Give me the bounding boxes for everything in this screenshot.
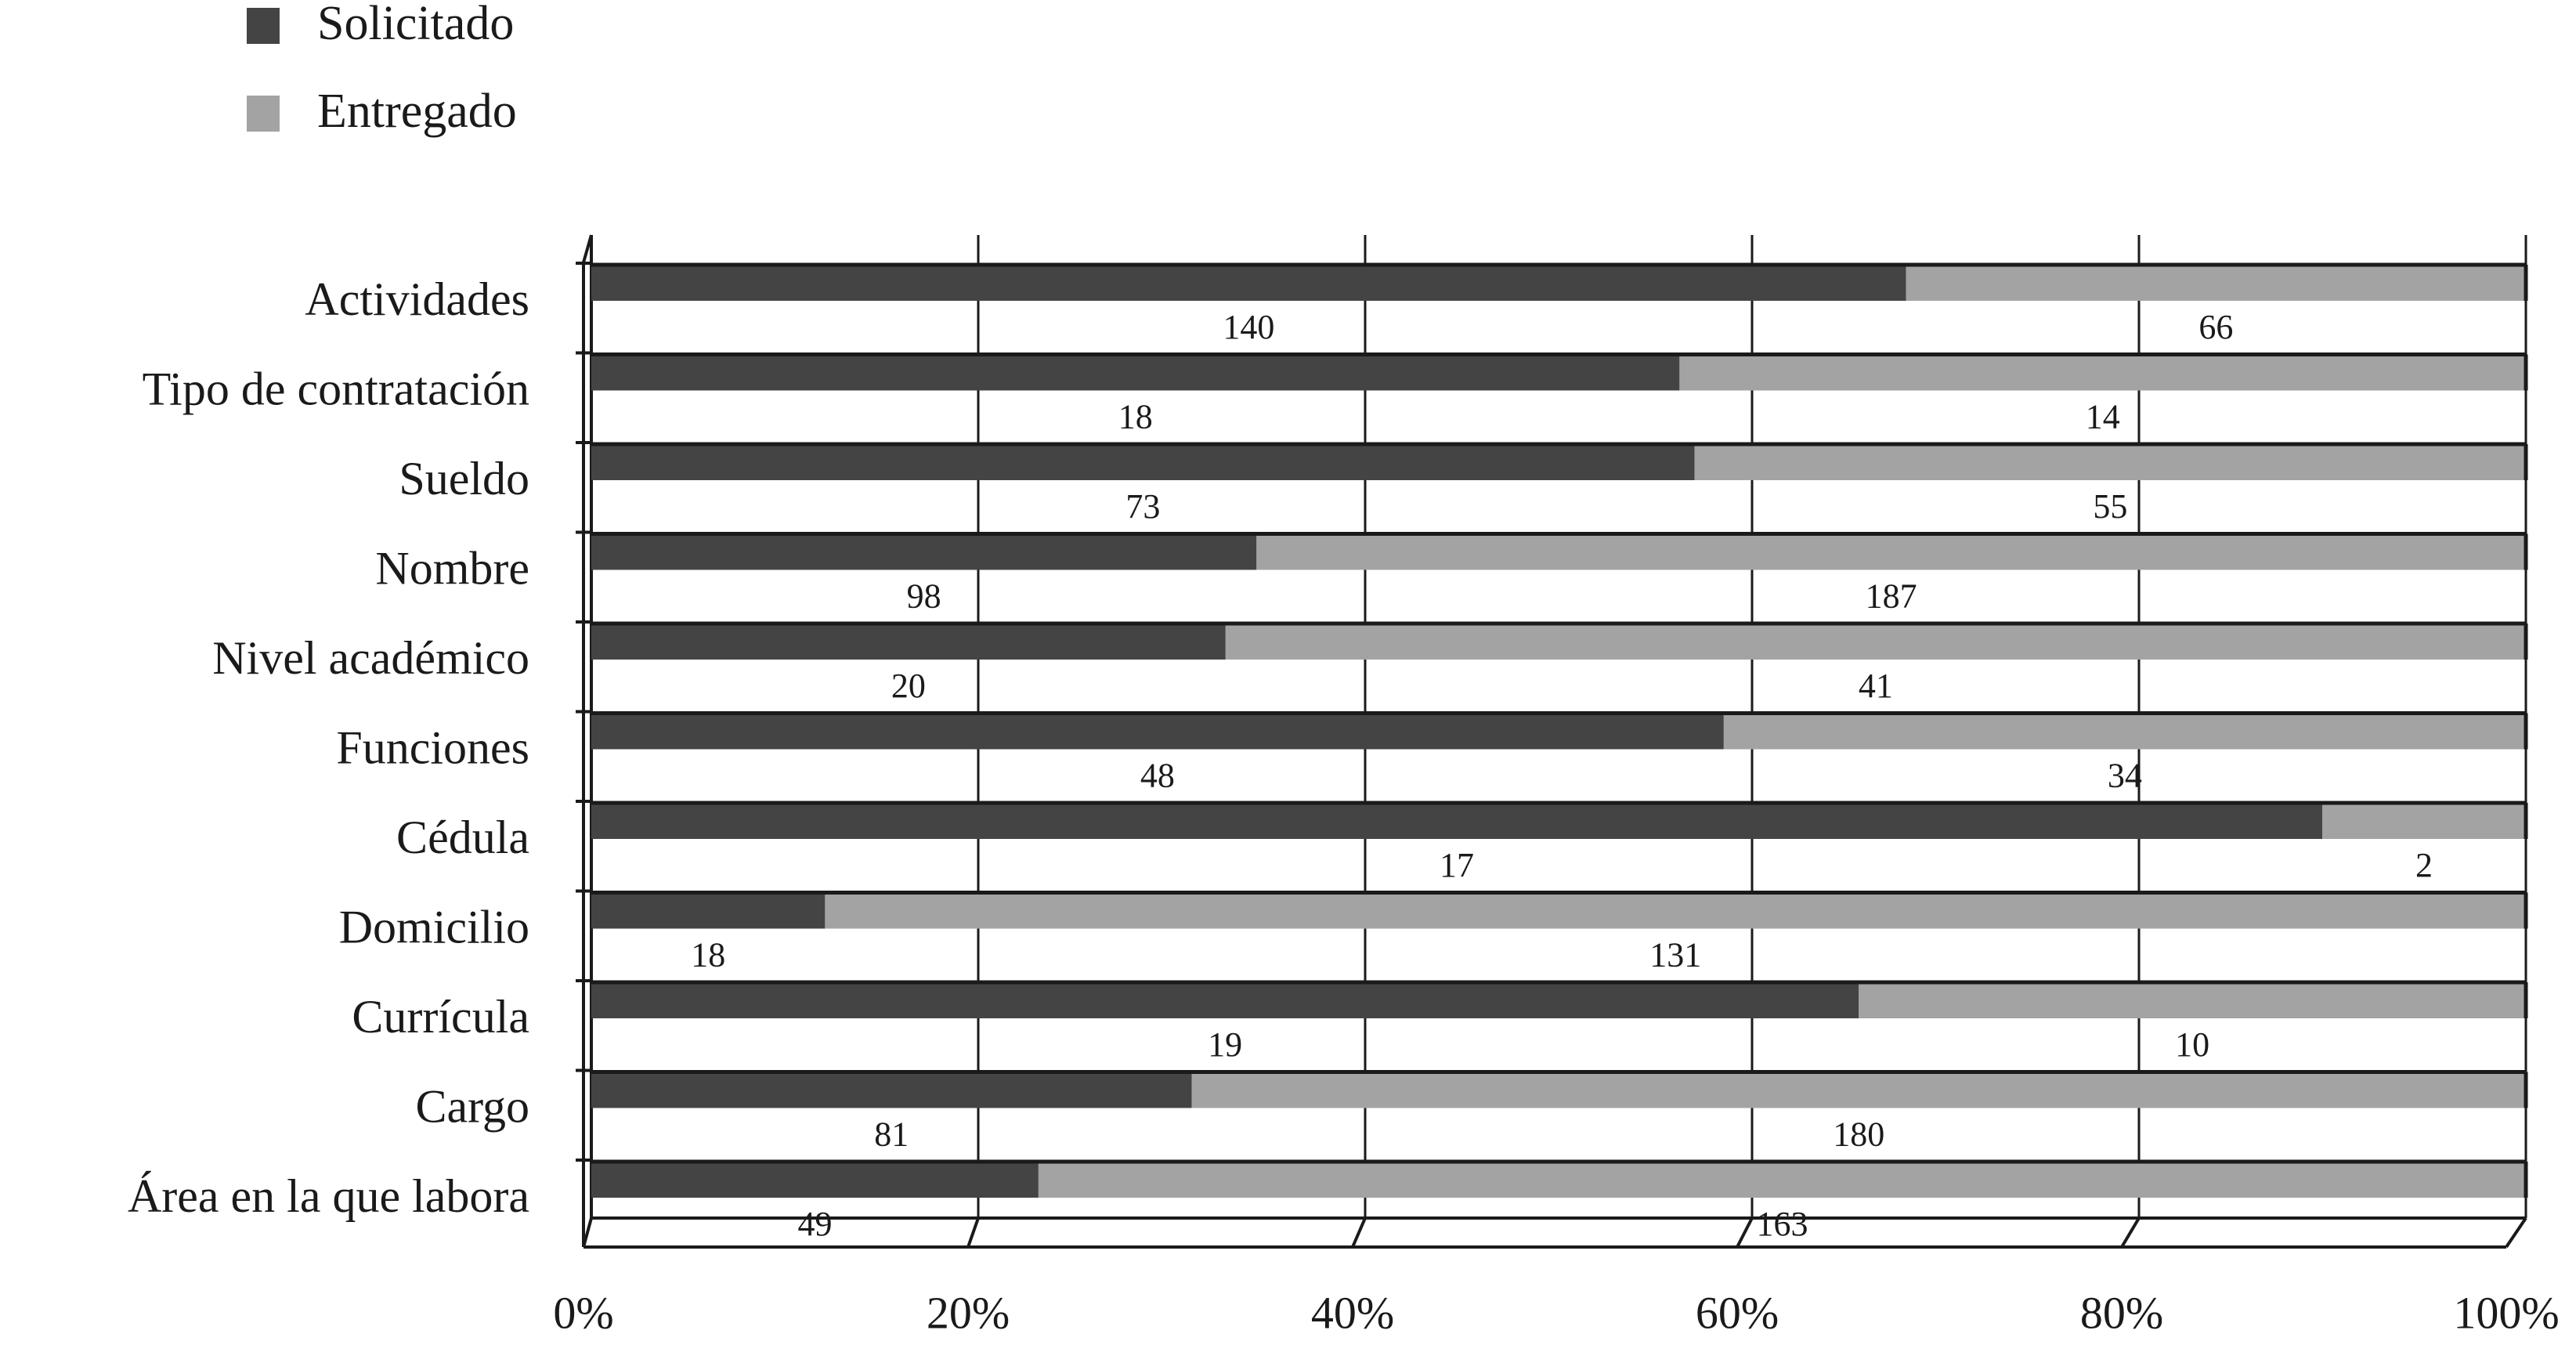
data-label: 49 <box>797 1205 832 1243</box>
data-label: 66 <box>2198 308 2233 346</box>
legend-label: Solicitado <box>317 0 514 50</box>
bar-segment <box>1225 624 2526 660</box>
tick-mark <box>2505 1216 2527 1249</box>
bar-segment <box>1859 982 2526 1018</box>
bar-segment <box>591 533 1257 570</box>
y-tick-label: Actividades <box>305 273 529 325</box>
bar-segment <box>591 624 1226 660</box>
bar-segment <box>1191 1072 2526 1108</box>
y-tick-label: Cédula <box>396 812 529 863</box>
legend-swatch <box>247 96 280 132</box>
bar-segment <box>2322 803 2526 839</box>
y-tick-label: Cargo <box>415 1080 529 1132</box>
y-tick-label: Área en la que labora <box>128 1170 529 1222</box>
data-label: 55 <box>2093 487 2127 526</box>
bar-segment <box>591 444 1695 480</box>
bar-segment <box>591 713 1724 750</box>
x-tick-label: 0% <box>553 1287 613 1338</box>
bar-segment <box>591 1162 1039 1198</box>
data-label: 98 <box>907 577 941 616</box>
bar-segment <box>591 354 1680 391</box>
data-label: 34 <box>2108 757 2142 795</box>
x-tick-label: 80% <box>2080 1287 2163 1338</box>
data-label: 19 <box>1208 1025 1242 1064</box>
tick-mark <box>1351 1217 1367 1248</box>
bar-segment <box>1906 265 2526 301</box>
bar-segment <box>591 803 2322 839</box>
bar-segment <box>1256 533 2526 570</box>
bar-segment <box>1038 1162 2526 1198</box>
bar-segment <box>591 982 1859 1018</box>
legend-label: Entregado <box>317 85 517 138</box>
data-label: 17 <box>1440 846 1474 884</box>
x-tick-label: 100% <box>2453 1287 2559 1338</box>
y-tick-label: Nombre <box>375 542 529 594</box>
data-label: 48 <box>1140 757 1175 795</box>
data-label: 2 <box>2415 846 2433 884</box>
data-label: 14 <box>2086 398 2120 436</box>
bar-segment <box>591 892 826 929</box>
y-tick-label: Nivel académico <box>212 632 529 684</box>
x-tick-label: 40% <box>1311 1287 1394 1338</box>
tick-mark <box>966 1217 980 1248</box>
legend-swatch <box>247 8 280 44</box>
y-tick-label: Sueldo <box>399 453 529 504</box>
bar-segment <box>591 265 1906 301</box>
bar-segment <box>1723 713 2526 750</box>
y-tick-label: Currícula <box>352 991 529 1043</box>
data-label: 41 <box>1859 667 1893 705</box>
bar-segment <box>1679 354 2526 391</box>
y-tick-label: Domicilio <box>339 901 529 953</box>
data-label: 10 <box>2175 1025 2209 1064</box>
bar-segment <box>825 892 2527 929</box>
data-label: 18 <box>1118 398 1153 436</box>
data-label: 131 <box>1649 936 1701 974</box>
data-label: 163 <box>1756 1205 1808 1243</box>
y-tick-label: Funciones <box>336 721 529 773</box>
data-label: 180 <box>1833 1115 1884 1154</box>
x-tick-label: 60% <box>1696 1287 1779 1338</box>
data-label: 18 <box>691 936 725 974</box>
tick-mark <box>2120 1216 2141 1249</box>
y-tick-label: Tipo de contratación <box>143 363 529 414</box>
data-label: 20 <box>891 667 926 705</box>
data-label: 81 <box>874 1115 909 1154</box>
data-label: 187 <box>1866 577 1917 616</box>
bar-segment <box>1694 444 2526 480</box>
tick-mark <box>582 1217 593 1248</box>
bar-segment <box>591 1072 1192 1108</box>
tick-mark <box>1736 1217 1754 1248</box>
data-label: 140 <box>1223 308 1274 346</box>
data-label: 73 <box>1125 487 1160 526</box>
x-tick-label: 20% <box>927 1287 1010 1338</box>
